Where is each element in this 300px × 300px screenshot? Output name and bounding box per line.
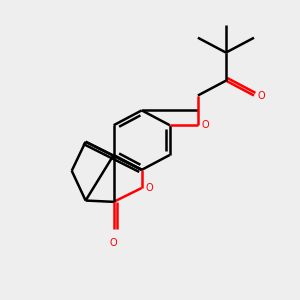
- Text: O: O: [110, 238, 118, 248]
- Text: O: O: [145, 183, 153, 193]
- Text: O: O: [202, 120, 209, 130]
- Text: O: O: [258, 91, 265, 100]
